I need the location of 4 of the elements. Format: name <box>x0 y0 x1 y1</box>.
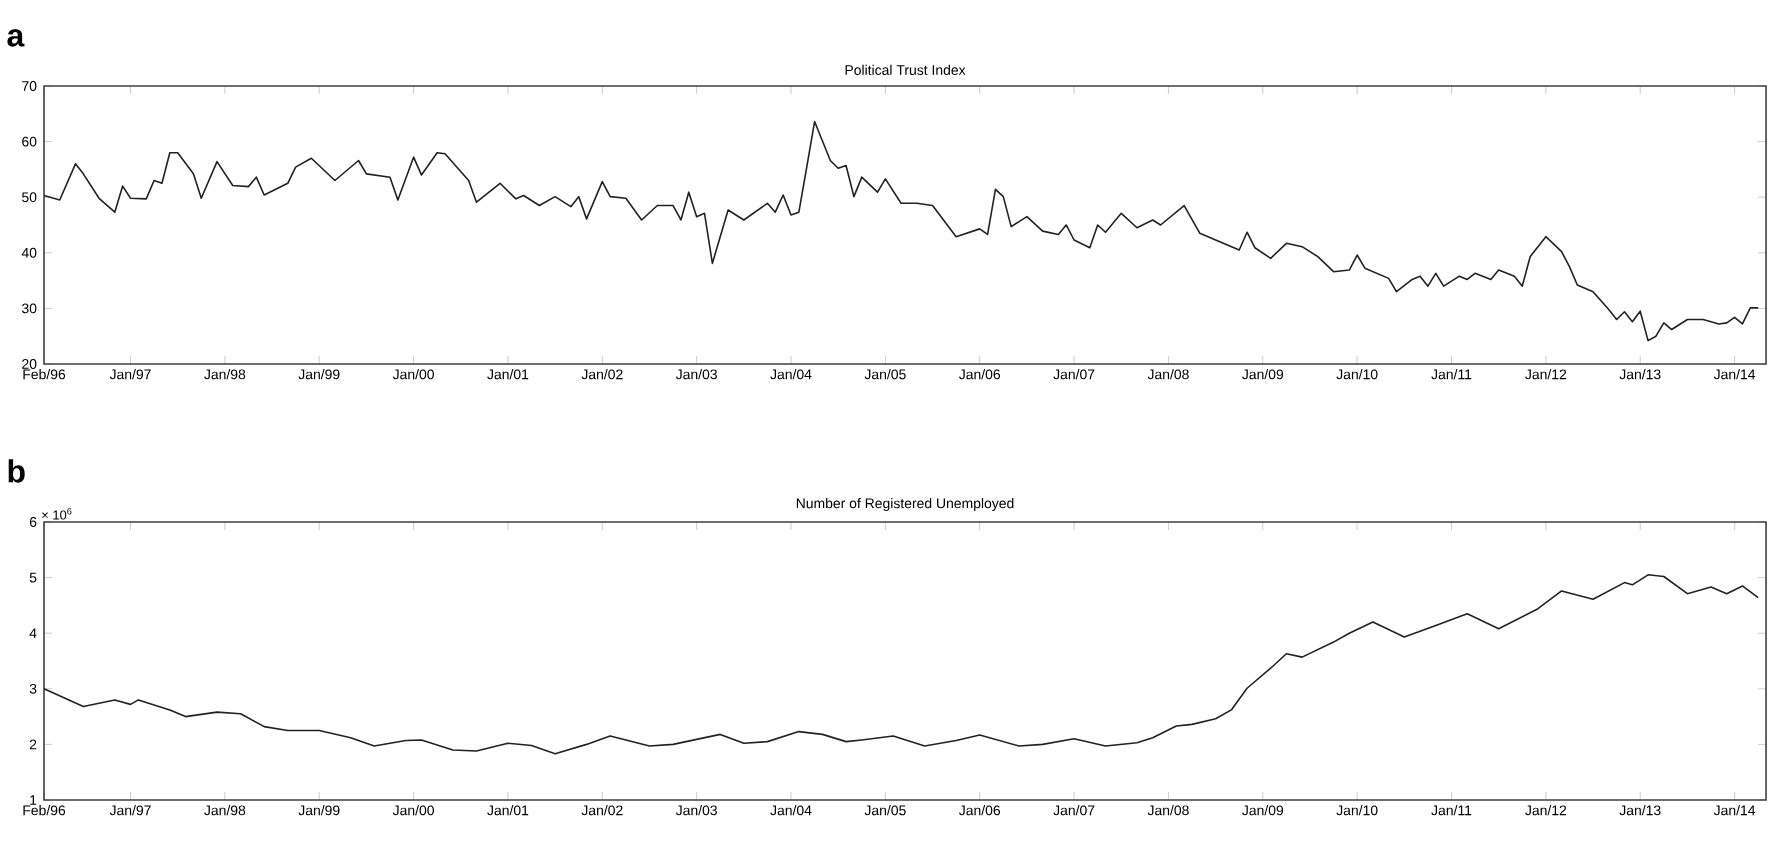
text: b <box>8 459 25 483</box>
text: a <box>7 29 25 47</box>
line-series <box>43 574 1759 755</box>
line-series <box>43 120 1759 342</box>
